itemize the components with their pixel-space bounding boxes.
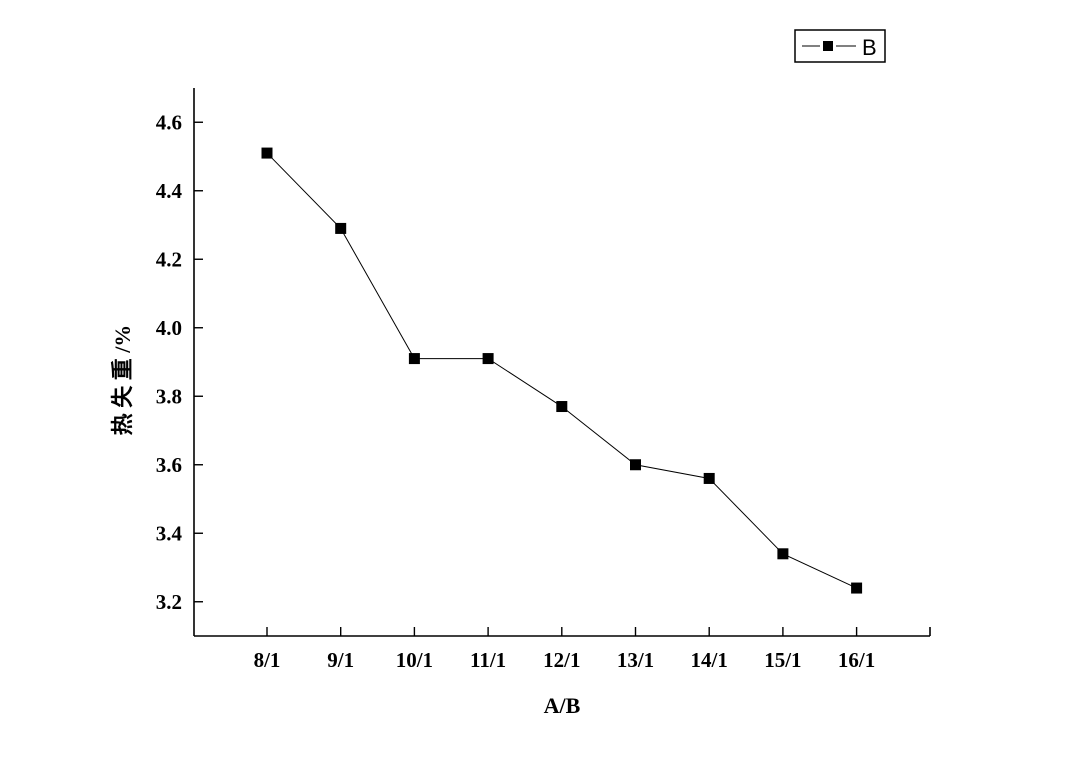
x-tick-label: 12/1 [543,648,580,672]
series-line [266,152,857,589]
data-point [851,582,863,594]
y-tick-label: 4.6 [156,110,182,134]
y-axis-title: 热 失 重 /% [110,325,135,436]
data-point [482,353,494,365]
y-tick-label: 4.2 [156,247,182,271]
y-tick-label: 3.4 [156,521,183,545]
ticks: 3.2 3.4 3.6 3.8 4.0 4.2 4.4 4.6 8/1 9/1 10/1 11/1 12… [156,110,876,672]
x-tick-label: 14/1 [691,648,728,672]
y-tick-label: 3.2 [156,590,182,614]
data-point [408,353,420,365]
x-tick-label: 8/1 [254,648,281,672]
x-tick-label: 16/1 [838,648,875,672]
legend-label: B [862,35,877,60]
series-layer [261,147,863,594]
data-point [630,459,641,471]
data-point [335,222,347,234]
x-tick-label: 15/1 [764,648,801,672]
x-tick-label: 9/1 [327,648,354,672]
axes [193,88,931,637]
x-tick-label: 13/1 [617,648,654,672]
data-point [261,147,273,159]
data-point [703,472,715,484]
x-tick-label: 11/1 [470,648,506,672]
y-tick-label: 4.0 [156,316,182,340]
y-tick-label: 3.8 [156,384,182,408]
x-axis-title: A/B [544,693,581,718]
data-point [556,401,568,413]
y-tick-label: 4.4 [156,179,183,203]
legend: B [794,29,886,63]
legend-marker [823,41,833,51]
x-tick-label: 10/1 [396,648,433,672]
data-point [777,548,789,560]
y-tick-label: 3.6 [156,453,182,477]
